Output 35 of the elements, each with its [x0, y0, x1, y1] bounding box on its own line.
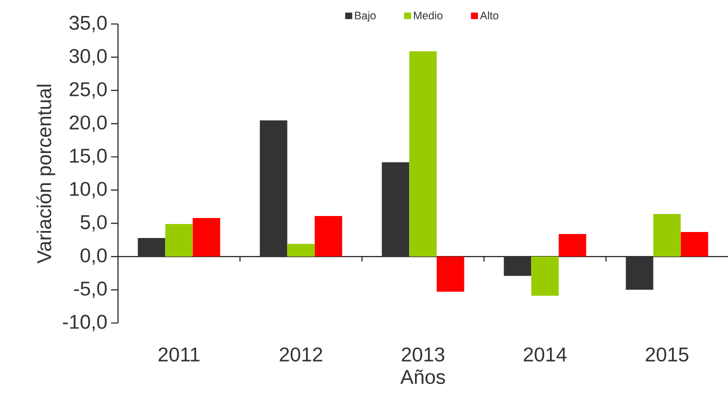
- bar: [531, 256, 559, 296]
- x-tick-label: 2013: [402, 347, 444, 362]
- bar: [558, 234, 586, 257]
- x-tick-label: 2012: [280, 347, 322, 362]
- bar: [409, 51, 437, 257]
- y-tick-label: 5,0: [80, 215, 107, 232]
- y-tick-label: 15,0: [70, 148, 107, 166]
- bar: [626, 256, 654, 290]
- y-axis-title: Variación porcentual: [36, 84, 56, 264]
- x-tick-label: 2011: [158, 347, 200, 362]
- bar: [680, 232, 708, 257]
- y-tick-label: -10,0: [62, 314, 107, 332]
- y-tick-label: 30,0: [69, 48, 107, 66]
- bar: [138, 238, 166, 257]
- y-tick-label: 25,0: [70, 82, 107, 99]
- bar: [314, 216, 342, 257]
- x-tick-label: 2015: [646, 347, 688, 362]
- bar: [653, 214, 681, 257]
- bar: [260, 120, 288, 257]
- legend-label: Alto: [480, 11, 498, 20]
- bar: [192, 218, 220, 257]
- bar: [504, 256, 532, 276]
- y-tick-label: 35,0: [69, 16, 107, 32]
- y-tick-label: 0,0: [80, 248, 107, 265]
- y-tick-label: -5,0: [74, 282, 107, 298]
- x-tick-label: 2014: [524, 347, 567, 362]
- bar: [287, 244, 315, 257]
- bar: [382, 162, 410, 257]
- legend-label: Bajo: [355, 11, 376, 22]
- y-tick-label: 10,0: [70, 182, 107, 198]
- x-axis-title: Años: [400, 370, 445, 384]
- bar: [436, 256, 464, 292]
- bar: [165, 224, 193, 257]
- legend-label: Medio: [414, 11, 442, 20]
- y-tick-label: 20,0: [70, 115, 107, 132]
